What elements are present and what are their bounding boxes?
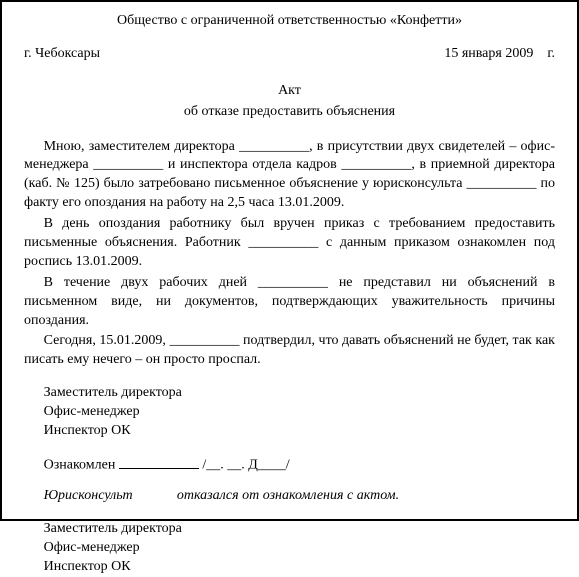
sig-row-deputy: Заместитель директора xxxxxx /__. __. __… xyxy=(44,384,555,403)
sig-redacted: xxxxxx xyxy=(234,403,354,422)
sig-redacted: xxxxxx xyxy=(234,384,354,403)
role-office-mgr: Офис-менеджер xyxy=(44,403,234,422)
refusal-pre: Юрисконсульт xyxy=(44,488,136,503)
role-deputy: Заместитель директора xyxy=(44,384,234,403)
acknowledgement-row: Ознакомлен /__. __. Д____/ xyxy=(44,455,555,475)
sig-name: /__. __. ________/ xyxy=(354,403,460,422)
ack-name: /__. __. Д____/ xyxy=(202,458,289,473)
sig-row-deputy-2: Заместитель директора xxxxxx /__. __. __… xyxy=(44,520,555,539)
sig-name: /__. __. ________/ xyxy=(354,558,460,577)
role-inspector: Инспектор ОК xyxy=(44,422,234,441)
role-office-mgr-2: Офис-менеджер xyxy=(44,539,234,558)
sig-row-office-mgr: Офис-менеджер xxxxxx /__. __. ________/ xyxy=(44,403,555,422)
sig-redacted: xxxxxx xyxy=(234,520,354,539)
org-name: Общество с ограниченной ответственностью… xyxy=(24,12,555,31)
sig-row-office-mgr-2: Офис-менеджер xxxxxx /__. __. ________/ xyxy=(44,539,555,558)
meta-row: г. Чебоксары 15 января 2009 г. xyxy=(24,45,555,64)
sig-name: /__. __. ________/ xyxy=(354,384,460,403)
document-page: Общество с ограниченной ответственностью… xyxy=(0,0,579,521)
paragraph-3: В течение двух рабочих дней __________ н… xyxy=(24,274,555,331)
refusal-post: отказался от ознакомления с актом. xyxy=(173,488,399,503)
doc-subtitle: об отказе предоставить объяснения xyxy=(24,103,555,122)
refusal-redacted: xxxxxx xyxy=(136,488,173,503)
refusal-note: Юрисконсульт xxxxxx отказался от ознаком… xyxy=(44,487,555,506)
sig-row-inspector-2: Инспектор ОК xxxxxx /__. __. ________/ xyxy=(44,558,555,577)
paragraph-4: Сегодня, 15.01.2009, __________ подтверд… xyxy=(24,332,555,370)
paragraph-1: Мною, заместителем директора __________,… xyxy=(24,138,555,214)
date: 15 января 2009 xyxy=(444,46,533,61)
signature-block-1: Заместитель директора xxxxxx /__. __. __… xyxy=(44,384,555,441)
blank-signature-line xyxy=(119,455,199,469)
date-suffix: г. xyxy=(547,46,555,61)
sig-redacted: xxxxxx xyxy=(234,539,354,558)
paragraph-2: В день опоздания работнику был вручен пр… xyxy=(24,215,555,272)
signature-block-2: Заместитель директора xxxxxx /__. __. __… xyxy=(44,520,555,577)
role-inspector-2: Инспектор ОК xyxy=(44,558,234,577)
role-deputy-2: Заместитель директора xyxy=(44,520,234,539)
sig-redacted: xxxxxx xyxy=(234,422,354,441)
sig-name: /__. __. ________/ xyxy=(354,539,460,558)
sig-redacted: xxxxxx xyxy=(234,558,354,577)
ack-label: Ознакомлен xyxy=(44,458,116,473)
sig-name: /__. __. ________/ xyxy=(354,422,460,441)
date-block: 15 января 2009 г. xyxy=(444,45,555,64)
sig-row-inspector: Инспектор ОК xxxxxx /__. __. ________/ xyxy=(44,422,555,441)
doc-title: Акт xyxy=(24,82,555,101)
sig-name: /__. __. ________/ xyxy=(354,520,460,539)
city: г. Чебоксары xyxy=(24,45,100,64)
